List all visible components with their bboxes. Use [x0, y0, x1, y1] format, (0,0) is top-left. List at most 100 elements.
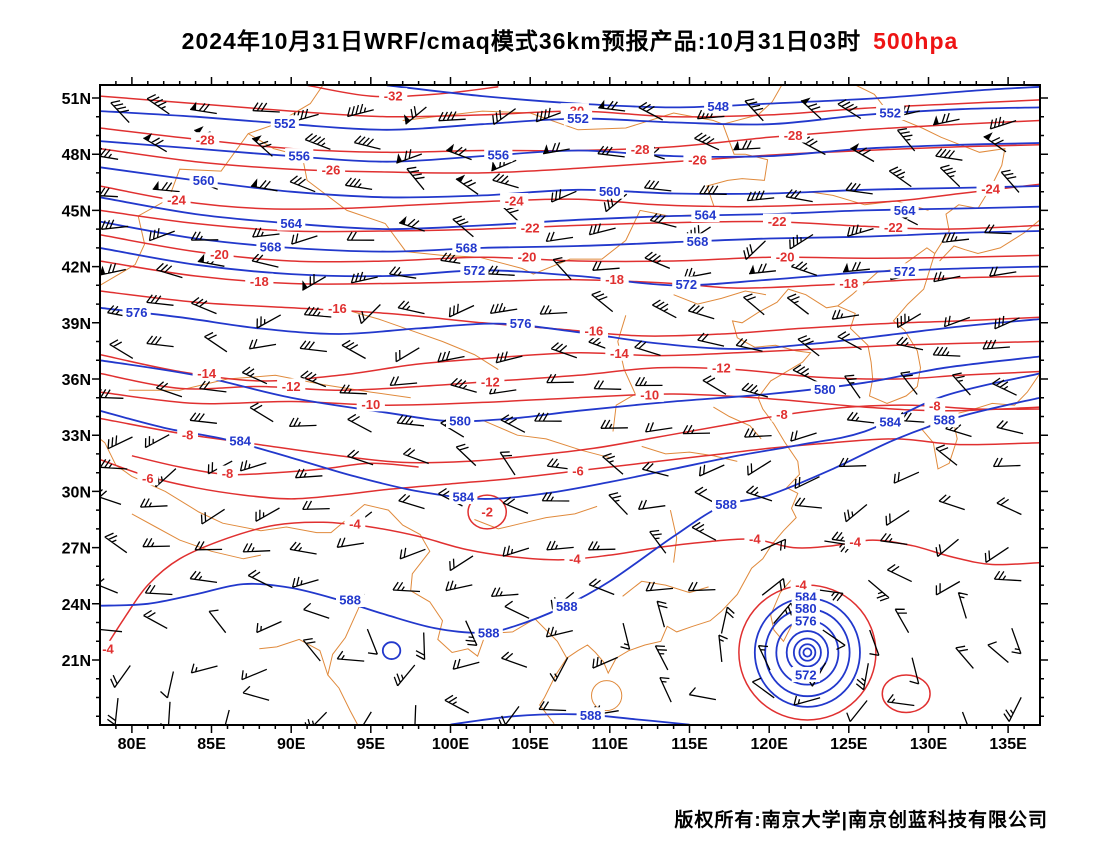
svg-text:-24: -24	[981, 181, 1001, 196]
svg-text:572: 572	[894, 264, 916, 279]
svg-text:42N: 42N	[62, 260, 91, 277]
svg-text:-4: -4	[569, 551, 581, 566]
svg-text:-28: -28	[631, 142, 650, 157]
svg-text:-4: -4	[795, 578, 807, 593]
svg-text:552: 552	[274, 116, 296, 131]
svg-text:588: 588	[478, 625, 500, 640]
svg-text:-18: -18	[605, 272, 624, 287]
svg-text:572: 572	[795, 668, 817, 683]
svg-text:-14: -14	[610, 346, 630, 361]
chart-title: 2024年10月31日WRF/cmaq模式36km预报产品:10月31日03时 5…	[40, 22, 1100, 56]
svg-text:-6: -6	[572, 463, 584, 478]
svg-text:572: 572	[464, 263, 486, 278]
svg-text:80E: 80E	[118, 736, 147, 753]
svg-text:85E: 85E	[197, 736, 226, 753]
svg-text:-8: -8	[222, 466, 234, 481]
svg-text:135E: 135E	[989, 736, 1027, 753]
svg-text:39N: 39N	[62, 316, 91, 333]
svg-text:-20: -20	[210, 247, 229, 262]
svg-text:556: 556	[288, 149, 310, 164]
svg-text:27N: 27N	[62, 541, 91, 558]
svg-text:115E: 115E	[671, 736, 708, 753]
svg-text:580: 580	[814, 382, 836, 397]
svg-text:21N: 21N	[62, 653, 91, 670]
contour-labels: -32-30-28-28-28-26-26-24-24-24-22-22-22-…	[100, 88, 1005, 723]
svg-text:110E: 110E	[592, 736, 629, 753]
svg-text:-26: -26	[688, 152, 707, 167]
title-text: 2024年10月31日WRF/cmaq模式36km预报产品:10月31日03时	[181, 28, 862, 54]
svg-text:120E: 120E	[751, 736, 789, 753]
lat-axis-labels: 51N 48N 45N 42N 39N 36N 33N 30N 27N 24N 21N	[62, 91, 91, 670]
svg-text:572: 572	[675, 277, 697, 292]
svg-text:588: 588	[715, 497, 737, 512]
svg-text:-12: -12	[282, 379, 301, 394]
svg-text:584: 584	[879, 415, 901, 430]
svg-text:568: 568	[260, 239, 282, 254]
svg-text:-4: -4	[749, 532, 761, 547]
svg-text:-24: -24	[167, 193, 187, 208]
svg-text:584: 584	[229, 433, 251, 448]
svg-text:-28: -28	[784, 128, 803, 143]
axes-frame	[92, 77, 1048, 733]
svg-text:-10: -10	[361, 397, 380, 412]
svg-text:48N: 48N	[62, 147, 91, 164]
pressure-level-label: 500hpa	[873, 28, 959, 54]
svg-text:564: 564	[280, 216, 302, 231]
svg-text:24N: 24N	[62, 597, 91, 614]
svg-text:-8: -8	[182, 428, 194, 443]
lon-axis-labels: 80E 85E 90E 95E 100E 105E 110E 115E 120E 125E 130E…	[118, 736, 1027, 753]
svg-text:576: 576	[126, 305, 148, 320]
svg-text:588: 588	[580, 708, 602, 723]
svg-text:588: 588	[934, 413, 956, 428]
svg-text:-32: -32	[384, 89, 403, 104]
svg-text:564: 564	[894, 203, 916, 218]
svg-text:552: 552	[567, 111, 589, 126]
svg-text:130E: 130E	[910, 736, 948, 753]
svg-text:-18: -18	[839, 276, 858, 291]
svg-text:588: 588	[556, 599, 578, 614]
svg-text:105E: 105E	[512, 736, 550, 753]
svg-text:576: 576	[510, 316, 532, 331]
svg-text:-8: -8	[776, 407, 788, 422]
svg-text:-16: -16	[328, 301, 347, 316]
svg-text:-22: -22	[521, 221, 540, 236]
svg-text:-26: -26	[322, 163, 341, 178]
svg-text:560: 560	[599, 184, 621, 199]
svg-text:-20: -20	[518, 250, 537, 265]
svg-text:-2: -2	[481, 505, 493, 520]
svg-text:584: 584	[452, 490, 474, 505]
svg-text:30N: 30N	[62, 484, 91, 501]
svg-text:-6: -6	[142, 471, 154, 486]
svg-text:51N: 51N	[62, 91, 91, 108]
svg-text:-24: -24	[505, 194, 525, 209]
svg-text:548: 548	[707, 99, 729, 114]
svg-text:95E: 95E	[357, 736, 386, 753]
svg-text:588: 588	[339, 593, 361, 608]
svg-text:-12: -12	[481, 374, 500, 389]
axis-ticks	[92, 77, 1048, 733]
svg-text:-4: -4	[349, 517, 361, 532]
svg-text:-4: -4	[102, 641, 114, 656]
svg-text:552: 552	[879, 106, 901, 121]
temperature-contours	[100, 85, 1040, 721]
svg-text:45N: 45N	[62, 203, 91, 220]
svg-text:-10: -10	[640, 387, 659, 402]
svg-text:564: 564	[695, 208, 717, 223]
map-frame	[99, 84, 1041, 726]
svg-text:-28: -28	[196, 133, 215, 148]
svg-text:33N: 33N	[62, 428, 91, 445]
svg-text:-14: -14	[197, 366, 217, 381]
svg-text:-22: -22	[768, 214, 787, 229]
svg-text:568: 568	[687, 234, 709, 249]
svg-text:-18: -18	[250, 274, 269, 289]
svg-text:-16: -16	[585, 324, 604, 339]
copyright-text: 版权所有:南京大学|南京创蓝科技有限公司	[674, 810, 1048, 831]
svg-text:-8: -8	[929, 399, 941, 414]
svg-text:100E: 100E	[432, 736, 470, 753]
svg-text:568: 568	[456, 240, 478, 255]
svg-text:560: 560	[193, 173, 215, 188]
svg-text:-12: -12	[712, 360, 731, 375]
svg-text:36N: 36N	[62, 372, 91, 389]
